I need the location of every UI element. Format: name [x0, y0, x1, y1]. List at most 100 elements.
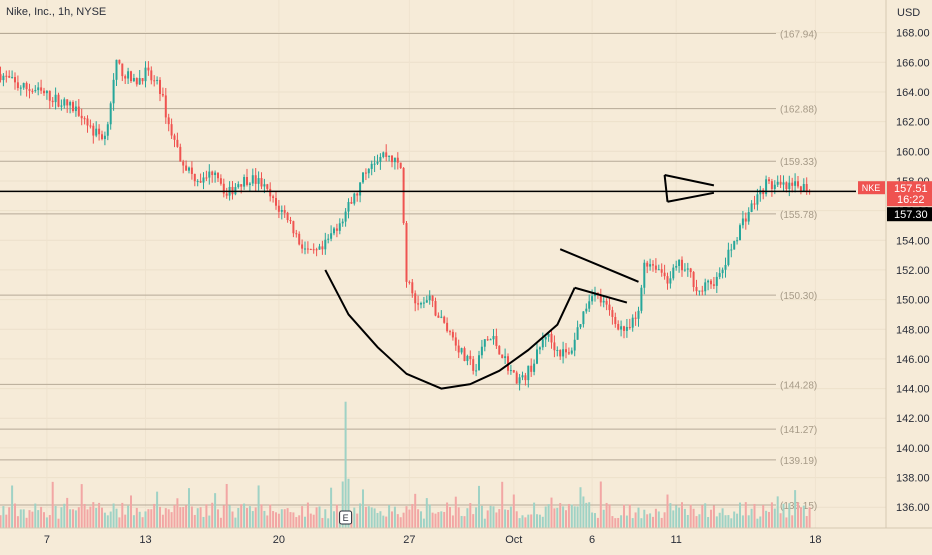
- volume-bar: [292, 512, 295, 528]
- volume-bar: [611, 516, 614, 528]
- volume-bar: [109, 511, 112, 528]
- triangle-lower-line[interactable]: [667, 191, 715, 203]
- candle-body: [643, 262, 646, 288]
- candle-body: [121, 63, 124, 77]
- candle-body: [306, 248, 309, 250]
- candle-body: [524, 375, 527, 381]
- candle-body: [588, 301, 591, 309]
- candle-body: [486, 339, 489, 341]
- volume-bar: [208, 515, 211, 528]
- candle-body: [509, 370, 512, 372]
- volume-bar: [234, 517, 237, 528]
- volume-bar: [269, 504, 272, 528]
- volume-bar: [588, 502, 591, 528]
- candle-body: [440, 316, 443, 318]
- volume-bar: [0, 515, 2, 528]
- candle-body: [190, 167, 193, 174]
- triangle-left-edge[interactable]: [663, 174, 669, 202]
- candle-body: [106, 124, 109, 136]
- candle-body: [750, 203, 753, 212]
- volume-bar: [689, 504, 692, 528]
- volume-bar: [509, 506, 512, 528]
- volume-bar: [321, 517, 324, 528]
- candle-body: [672, 267, 675, 279]
- candle-body: [338, 223, 341, 231]
- triangle-upper-line[interactable]: [664, 174, 715, 187]
- candle-body: [25, 83, 28, 90]
- candle-body: [640, 287, 643, 311]
- volume-bar: [518, 518, 521, 528]
- candle-body: [669, 278, 672, 284]
- volume-bar: [530, 514, 533, 528]
- candle-body: [802, 184, 805, 192]
- volume-bar: [512, 494, 515, 528]
- volume-bar: [782, 503, 785, 528]
- candle-body: [0, 74, 2, 81]
- volume-bar: [237, 508, 240, 528]
- flag-lower-line[interactable]: [574, 286, 628, 304]
- candle-body: [254, 175, 257, 184]
- volume-bar: [759, 516, 762, 528]
- candle-body: [460, 348, 463, 353]
- candle-body: [8, 75, 11, 78]
- volume-bar: [141, 517, 144, 528]
- candle-body: [741, 218, 744, 226]
- volume-bar: [112, 503, 115, 528]
- candle-body: [776, 181, 779, 185]
- candle-body: [156, 79, 159, 81]
- cup-pattern-curve[interactable]: [324, 269, 576, 390]
- earnings-event-marker[interactable]: [339, 510, 353, 525]
- volume-bar: [469, 503, 472, 528]
- volume-bar: [733, 511, 736, 528]
- volume-bar: [541, 516, 544, 528]
- candle-body: [173, 135, 176, 140]
- y-tick-label: 164.00: [896, 87, 930, 99]
- volume-bar: [753, 503, 756, 528]
- symbol-title: Nike, Inc., 1h, NYSE: [6, 6, 106, 18]
- candle-body: [141, 78, 144, 82]
- volume-bar: [95, 507, 98, 528]
- volume-bar: [495, 512, 498, 528]
- volume-bar: [750, 508, 753, 528]
- volume-bar: [277, 513, 280, 528]
- candle-body: [449, 331, 451, 333]
- volume-bar: [428, 504, 431, 528]
- candle-body: [60, 105, 63, 107]
- volume-bar: [228, 505, 231, 528]
- candle-body: [321, 246, 324, 250]
- earnings-event-label: E: [343, 513, 349, 523]
- volume-bar: [121, 502, 124, 528]
- volume-bar: [388, 505, 391, 528]
- flag-upper-line[interactable]: [559, 248, 639, 283]
- candle-body: [718, 273, 721, 277]
- candle-body: [402, 168, 405, 224]
- volume-bar: [788, 503, 791, 528]
- candle-body: [40, 87, 43, 91]
- candle-body: [269, 188, 272, 197]
- candle-body: [710, 280, 712, 285]
- candle-body: [164, 95, 167, 118]
- volume-bar: [115, 508, 118, 528]
- candle-body: [350, 201, 353, 204]
- volume-bar: [335, 504, 338, 528]
- volume-bar: [594, 513, 596, 528]
- candle-body: [707, 280, 710, 283]
- volume-bar: [579, 487, 582, 528]
- candle-body: [472, 359, 475, 371]
- candle-body: [736, 240, 739, 242]
- symbol-tag-text: NKE: [862, 183, 881, 193]
- volume-bar: [596, 517, 599, 528]
- candle-body: [335, 228, 338, 231]
- y-tick-label: 146.00: [896, 354, 930, 366]
- volume-bar: [333, 511, 335, 528]
- candle-body: [422, 302, 425, 304]
- currency-label[interactable]: USD: [897, 7, 920, 19]
- candle-body: [657, 269, 660, 271]
- volume-bar: [773, 508, 776, 528]
- volume-bar: [681, 502, 683, 528]
- volume-bar: [614, 518, 617, 528]
- volume-bar: [2, 506, 5, 528]
- volume-bar: [243, 503, 246, 528]
